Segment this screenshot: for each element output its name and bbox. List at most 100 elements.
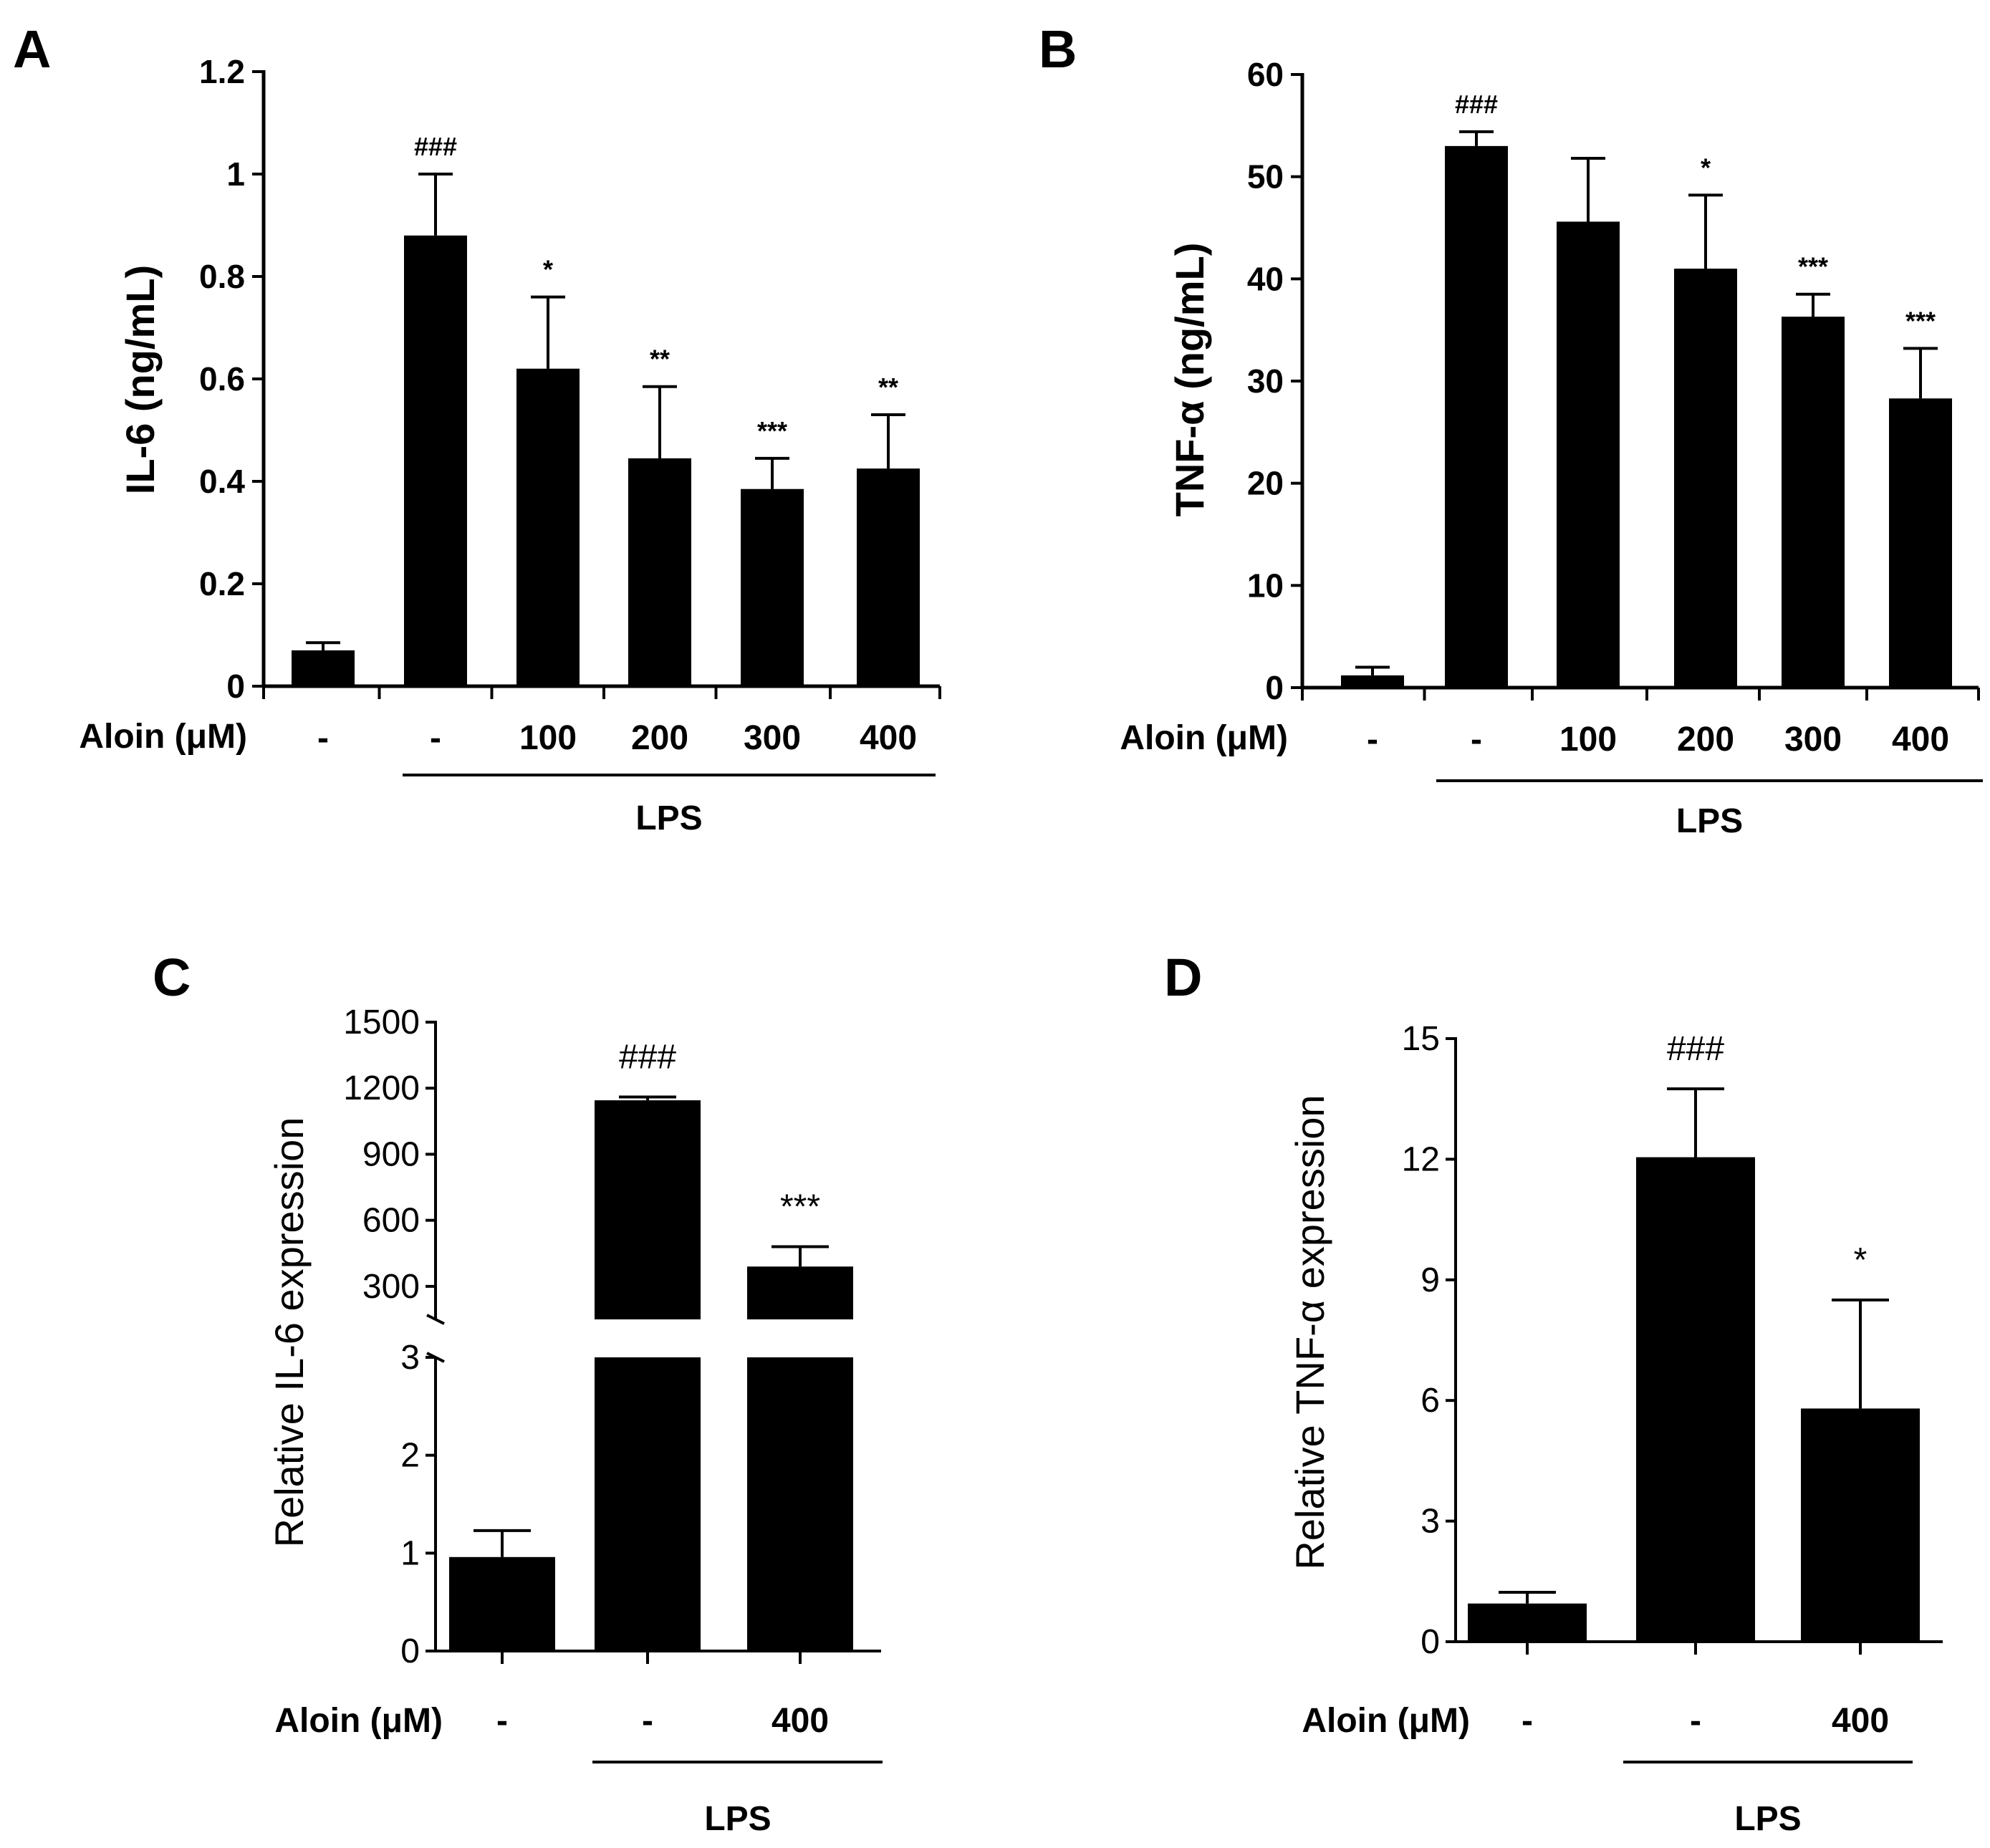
bar bbox=[1557, 221, 1620, 688]
y-axis-title: Relative IL-6 expression bbox=[266, 1117, 312, 1548]
y-tick-label: 30 bbox=[1247, 362, 1284, 400]
condition-label: - bbox=[430, 719, 441, 757]
axis-break-mark bbox=[426, 1314, 445, 1325]
bar bbox=[1341, 675, 1404, 688]
y-tick-label: 12 bbox=[1402, 1140, 1440, 1178]
treatment-label: Aloin (μM) bbox=[274, 1702, 443, 1740]
bar bbox=[1801, 1408, 1920, 1642]
panel-letter: A bbox=[13, 19, 51, 79]
bar bbox=[857, 468, 920, 686]
y-tick-label: 1 bbox=[226, 155, 245, 193]
y-tick-label: 20 bbox=[1247, 465, 1284, 502]
significance-label: * bbox=[1701, 153, 1711, 182]
lps-label: LPS bbox=[635, 799, 702, 837]
significance-label: *** bbox=[757, 416, 787, 446]
y-tick-label: 6 bbox=[1421, 1382, 1440, 1420]
panel-a: A 0 0.2 0.4 0.6 0.8 1 1.2 - ### - * 100 ** 200 *** 300 **… bbox=[13, 19, 941, 837]
condition-label: - bbox=[317, 719, 329, 757]
panel-c: C 300 600 900 1200 1500 0 1 2 3 - ### - *** 400 Aloin (… bbox=[153, 948, 883, 1838]
y-tick-label: 300 bbox=[362, 1268, 420, 1306]
y-tick-label: 10 bbox=[1247, 567, 1284, 604]
panel-letter: C bbox=[153, 948, 191, 1007]
y-axis-title: IL-6 (ng/mL) bbox=[117, 265, 163, 494]
y-tick-label: 2 bbox=[400, 1437, 420, 1475]
y-tick-label: 0.4 bbox=[199, 463, 245, 500]
y-tick-label: 40 bbox=[1247, 260, 1284, 297]
bar bbox=[1445, 145, 1508, 688]
significance-label: ** bbox=[650, 345, 670, 374]
y-tick-label: 0 bbox=[1265, 669, 1284, 706]
y-tick-label: 0.2 bbox=[199, 565, 245, 602]
condition-label: - bbox=[1367, 721, 1378, 759]
significance-label: ### bbox=[414, 132, 457, 161]
condition-label: 300 bbox=[744, 719, 801, 757]
condition-label: 200 bbox=[631, 719, 688, 757]
bar bbox=[516, 368, 580, 686]
bar bbox=[1468, 1603, 1587, 1642]
significance-label: *** bbox=[780, 1188, 820, 1226]
condition-label: - bbox=[1690, 1702, 1701, 1740]
bar-lower-segment bbox=[595, 1357, 701, 1651]
condition-label: 300 bbox=[1784, 721, 1842, 759]
bar bbox=[404, 235, 467, 686]
y-tick-label: 0.6 bbox=[199, 360, 245, 398]
significance-label: ** bbox=[878, 372, 898, 402]
condition-label: 400 bbox=[772, 1702, 829, 1740]
condition-label: 400 bbox=[860, 719, 917, 757]
y-tick-label: 9 bbox=[1421, 1261, 1440, 1299]
bar bbox=[1636, 1157, 1755, 1642]
y-tick-label: 3 bbox=[1421, 1503, 1440, 1541]
bar bbox=[1889, 398, 1952, 688]
condition-label: 400 bbox=[1892, 721, 1949, 759]
y-tick-label: 0 bbox=[400, 1632, 420, 1670]
y-tick-label: 0 bbox=[1421, 1623, 1440, 1661]
lps-label: LPS bbox=[1676, 802, 1743, 840]
panel-letter: D bbox=[1164, 948, 1202, 1007]
condition-label: - bbox=[642, 1702, 653, 1740]
treatment-label: Aloin (μM) bbox=[79, 718, 247, 756]
panel-letter: B bbox=[1039, 19, 1077, 79]
bar bbox=[449, 1556, 555, 1651]
bar bbox=[628, 458, 691, 686]
significance-label: ### bbox=[619, 1039, 676, 1077]
significance-label: *** bbox=[1798, 252, 1828, 281]
y-tick-label: 900 bbox=[362, 1135, 420, 1173]
significance-label: *** bbox=[1905, 306, 1936, 335]
bar bbox=[1674, 269, 1737, 688]
condition-label: 100 bbox=[1559, 721, 1617, 759]
y-tick-label: 50 bbox=[1247, 158, 1284, 196]
bar-upper-segment bbox=[747, 1266, 853, 1319]
condition-label: - bbox=[1522, 1702, 1533, 1740]
y-tick-label: 15 bbox=[1402, 1020, 1440, 1058]
y-axis-title: TNF-α (ng/mL) bbox=[1167, 243, 1212, 517]
bar-upper-segment bbox=[595, 1100, 701, 1319]
significance-label: ### bbox=[1455, 90, 1498, 119]
treatment-label: Aloin (μM) bbox=[1302, 1702, 1470, 1740]
y-tick-label: 600 bbox=[362, 1202, 420, 1240]
significance-label: * bbox=[1854, 1241, 1868, 1279]
condition-label: 100 bbox=[519, 719, 577, 757]
treatment-label: Aloin (μM) bbox=[1120, 719, 1288, 757]
y-tick-label: 1 bbox=[400, 1534, 420, 1572]
bar bbox=[292, 650, 355, 686]
bar-lower-segment bbox=[747, 1357, 853, 1651]
y-tick-label: 0 bbox=[226, 668, 245, 705]
y-tick-label: 60 bbox=[1247, 56, 1284, 93]
lps-label: LPS bbox=[704, 1800, 771, 1838]
significance-label: * bbox=[543, 255, 553, 284]
condition-label: 200 bbox=[1677, 721, 1734, 759]
y-tick-label: 1500 bbox=[343, 1004, 420, 1041]
y-axis-title: Relative TNF-α expression bbox=[1287, 1094, 1332, 1569]
condition-label: - bbox=[496, 1702, 508, 1740]
bar bbox=[1782, 317, 1845, 688]
lps-label: LPS bbox=[1734, 1800, 1801, 1838]
y-tick-label: 1.2 bbox=[199, 53, 245, 90]
condition-label: 400 bbox=[1832, 1702, 1889, 1740]
y-tick-label: 0.8 bbox=[199, 258, 245, 295]
bar bbox=[741, 489, 804, 686]
condition-label: - bbox=[1471, 721, 1482, 759]
y-tick-label: 1200 bbox=[343, 1069, 420, 1107]
panel-d: D 0 3 6 9 12 15 - ### - * 400 Aloin (μM) LPS Relative … bbox=[1164, 948, 1943, 1838]
significance-label: ### bbox=[1667, 1030, 1724, 1068]
